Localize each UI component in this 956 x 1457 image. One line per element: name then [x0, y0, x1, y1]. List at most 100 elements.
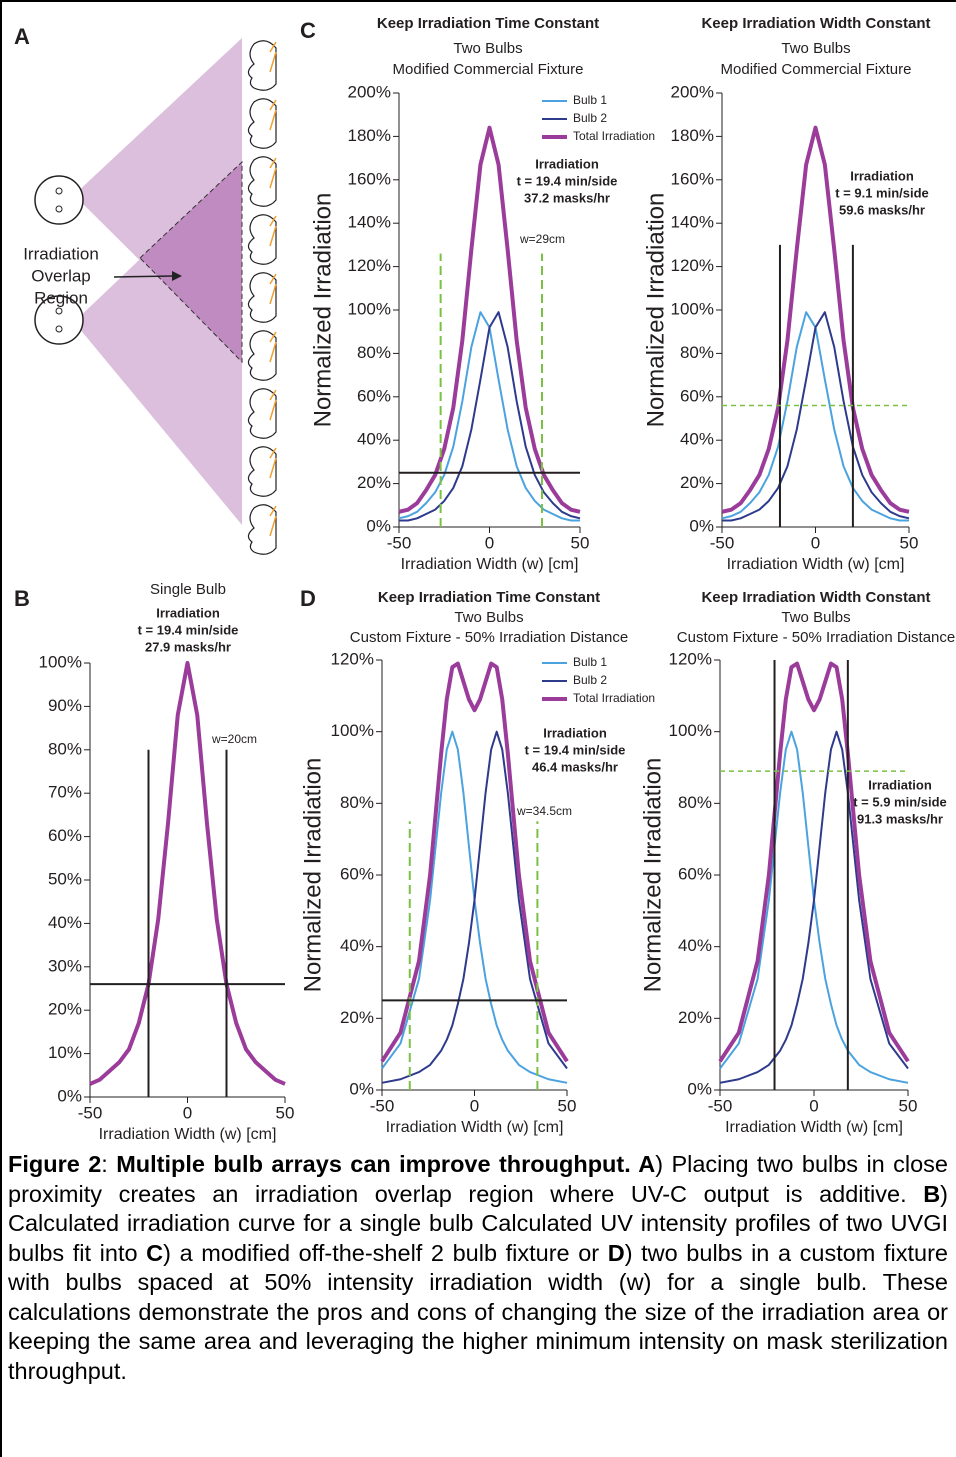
series-line	[722, 311, 910, 522]
annotation: t = 19.4 min/side	[138, 622, 239, 637]
annotation: t = 19.4 min/side	[525, 742, 626, 757]
chart-subtitle: Custom Fixture - 50% Irradiation Distanc…	[350, 629, 628, 646]
y-tick-label: 20%	[357, 473, 391, 492]
annotation: Irradiation	[535, 156, 599, 171]
x-tick-label: 50	[900, 533, 919, 552]
y-tick-label: 20%	[48, 1000, 82, 1019]
mask-strap	[269, 389, 277, 421]
x-tick-label: -50	[370, 1096, 395, 1115]
annotation: 27.9 masks/hr	[145, 639, 231, 654]
x-tick-label: -50	[387, 533, 412, 552]
y-tick-label: 100%	[331, 721, 374, 740]
x-axis-label: Irradiation Width (w) [cm]	[401, 556, 579, 573]
chart-subtitle: Two Bulbs	[781, 609, 850, 626]
annotation: Irradiation	[850, 168, 914, 183]
y-tick-label: 60%	[680, 386, 714, 405]
x-tick-label: 50	[571, 533, 590, 552]
caption-text: :	[101, 1151, 117, 1177]
width-label: w=29cm	[519, 232, 565, 246]
y-tick-label: 20%	[678, 1008, 712, 1027]
diagram-label: Overlap	[31, 266, 91, 285]
x-tick-label: -50	[708, 1096, 733, 1115]
y-tick-label: 80%	[357, 343, 391, 362]
legend-label: Bulb 2	[573, 111, 607, 125]
bulb-pin	[55, 187, 63, 195]
y-axis-label: Normalized Irradiation	[639, 758, 666, 993]
legend-label: Total Irradiation	[573, 129, 655, 143]
bulb-pin	[55, 205, 63, 213]
y-tick-label: 60%	[340, 864, 374, 883]
chart-title: Keep Irradiation Time Constant	[377, 15, 599, 32]
bulb-pin	[55, 307, 63, 315]
series-line	[718, 661, 910, 1063]
y-tick-label: 60%	[678, 864, 712, 883]
mask-icon	[247, 504, 277, 555]
y-tick-label: 0%	[689, 516, 714, 535]
legend-label: Bulb 1	[573, 93, 607, 107]
caption-bold: Figure 2	[8, 1151, 102, 1177]
x-tick-label: -50	[78, 1103, 103, 1122]
annotation: t = 9.1 min/side	[835, 185, 929, 200]
mask-icon	[247, 388, 277, 439]
y-tick-label: 100%	[348, 299, 391, 318]
mask-strap	[269, 447, 277, 479]
chart: Keep Irradiation Time Constant Two Bulbs C…	[299, 589, 655, 1136]
annotation: Irradiation	[543, 725, 607, 740]
caption-bold: B	[923, 1180, 941, 1207]
y-tick-label: 20%	[680, 473, 714, 492]
panel-label: B	[14, 586, 30, 611]
chart-subtitle: Custom Fixture - 50% Irradiation Distanc…	[677, 629, 955, 646]
y-tick-label: 200%	[671, 82, 714, 101]
y-tick-label: 0%	[57, 1086, 82, 1105]
x-tick-label: 0	[811, 533, 820, 552]
mask-strap	[269, 41, 277, 73]
y-tick-label: 30%	[48, 956, 82, 975]
y-tick-label: 40%	[48, 913, 82, 932]
panel-label: D	[300, 586, 316, 611]
x-tick-label: 50	[899, 1096, 918, 1115]
series-line	[381, 730, 568, 1084]
chart-title: Keep Irradiation Width Constant	[701, 589, 930, 606]
x-axis-label: Irradiation Width (w) [cm]	[386, 1119, 564, 1136]
y-tick-label: 80%	[680, 343, 714, 362]
series-line	[398, 125, 581, 514]
caption-text: ) a modified off-the-shelf 2 bulb fixtur…	[163, 1239, 608, 1266]
y-tick-label: 100%	[669, 721, 712, 740]
width-label: w=20cm	[211, 732, 257, 746]
y-tick-label: 70%	[48, 783, 82, 802]
chart-subtitle: Modified Commercial Fixture	[721, 61, 912, 78]
mask-strap	[269, 99, 277, 131]
y-tick-label: 180%	[671, 126, 714, 145]
y-tick-label: 200%	[348, 82, 391, 101]
y-tick-label: 40%	[340, 936, 374, 955]
annotation: 37.2 masks/hr	[524, 190, 610, 205]
y-axis-label: Normalized Irradiation	[309, 193, 336, 428]
y-tick-label: 0%	[366, 516, 391, 535]
x-axis-label: Irradiation Width (w) [cm]	[99, 1126, 277, 1143]
x-tick-label: -50	[710, 533, 735, 552]
chart-title: Keep Irradiation Width Constant	[701, 15, 930, 32]
caption-text: ) Calculated irradiation curve for a sin…	[8, 1180, 948, 1266]
arrow	[113, 275, 175, 278]
chart-title: Keep Irradiation Time Constant	[378, 589, 600, 606]
y-tick-label: 120%	[671, 256, 714, 275]
annotation: 46.4 masks/hr	[532, 759, 618, 774]
caption-text: ) Placing two bulbs in close proximity c…	[8, 1151, 948, 1207]
y-tick-label: 100%	[671, 299, 714, 318]
diagram-label: Region	[34, 288, 88, 307]
y-tick-label: 160%	[671, 169, 714, 188]
overlap-region	[139, 160, 243, 364]
y-tick-label: 60%	[357, 386, 391, 405]
x-tick-label: 0	[485, 533, 494, 552]
y-tick-label: 160%	[348, 169, 391, 188]
series-line	[380, 661, 569, 1063]
bulb	[34, 175, 84, 225]
panel-label: A	[14, 24, 30, 49]
y-tick-label: 40%	[680, 430, 714, 449]
x-tick-label: 0	[809, 1096, 818, 1115]
x-tick-label: 0	[470, 1096, 479, 1115]
mask-icon	[247, 40, 277, 91]
caption-text: ) two bulbs in a custom fixture with bul…	[8, 1239, 948, 1384]
legend-label: Total Irradiation	[573, 691, 655, 705]
y-axis-label: Normalized Irradiation	[642, 193, 669, 428]
